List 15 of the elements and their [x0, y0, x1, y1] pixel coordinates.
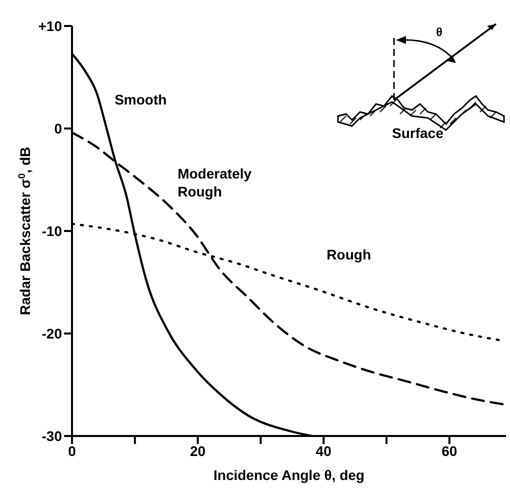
annotation: θ [436, 25, 442, 39]
y-tick-label: +10 [38, 18, 62, 34]
y-tick-label: -20 [42, 325, 62, 342]
series-label: Moderately Rough [178, 165, 252, 200]
text: Rough [326, 246, 372, 262]
y-tick-label: 0 [54, 120, 62, 136]
x-axis-title: Incidence Angle θ, deg [214, 467, 364, 483]
x-tick-label: 0 [68, 442, 76, 459]
y-tick-label: -30 [42, 428, 62, 444]
x-tick-label: 60 [442, 442, 458, 459]
x-tick-label: 20 [190, 442, 206, 459]
annotation: Surface [392, 125, 444, 141]
y-tick-label: -10 [42, 222, 62, 239]
x-tick-label: 40 [316, 442, 332, 459]
series-label: Smooth [114, 92, 167, 108]
